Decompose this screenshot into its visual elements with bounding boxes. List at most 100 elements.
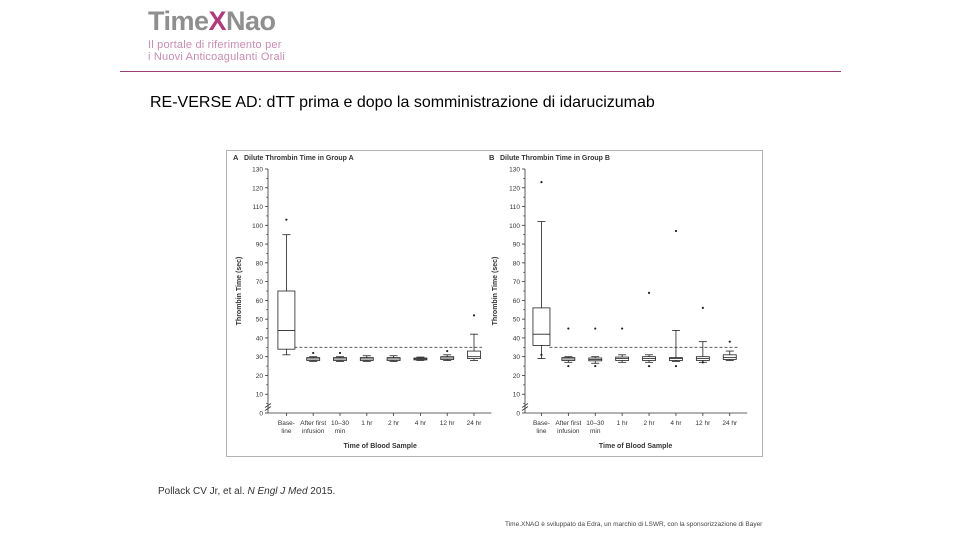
panel-a-y-tick-label: 10 (256, 392, 264, 399)
panel-b-outlier (674, 364, 678, 368)
panel-a-box (277, 290, 296, 350)
panel-a-outlier (472, 314, 476, 317)
panel-a-y-tick-label: 110 (253, 204, 264, 211)
panel-b-x-tick-label: 24 hr (722, 420, 738, 427)
panel-b-outlier (674, 229, 678, 233)
panel-a-axis-break (264, 403, 272, 408)
panel-a-title: Dilute Thrombin Time in Group A (244, 155, 354, 162)
panel-b-x-tick-label: 4 hr (670, 420, 682, 427)
panel-a-x-tick-label: 4 hr (415, 420, 427, 427)
citation: Pollack CV Jr, et al. N Engl J Med 2015. (158, 486, 335, 497)
panel-a-x-tick-label: 12 hr (440, 420, 456, 427)
panel-b-x-tick-label: 10–30 (586, 420, 604, 427)
panel-a-x-tick-label: Base- (278, 420, 295, 427)
panel-a-axis-break (264, 406, 272, 411)
citation-authors: Pollack CV Jr, et al. (158, 486, 248, 497)
panel-b-outlier (728, 340, 731, 343)
panel-b-x-tick-label: min (590, 428, 601, 435)
panel-b-box (669, 357, 683, 361)
panel-a-outlier (312, 351, 315, 355)
panel-b-x-tick-label: 2 hr (643, 420, 655, 427)
panel-b-y-tick-label: 30 (513, 354, 521, 361)
panel-b-outlier (540, 353, 543, 356)
panel-a-x-tick-label: 1 hr (361, 420, 373, 427)
panel-b-outlier (621, 327, 624, 330)
panel-b-outlier (701, 306, 704, 309)
figure-frame: A Dilute Thrombin Time in Group A 0 10 20 30 4… (226, 150, 763, 457)
panel-b-x-tick-label: Base- (533, 420, 550, 427)
timexnao-logo: TimeXNao Il portale di riferimento per i… (148, 6, 308, 66)
panel-a-x-tick-label: 10–30 (331, 420, 349, 427)
panel-b-box (532, 307, 551, 346)
panel-b-x-tick-label: After first (555, 420, 581, 427)
logo-tagline-line2: i Nuovi Anticoagulanti Orali (148, 51, 286, 63)
panel-b-y-tick-label: 50 (513, 317, 521, 324)
panel-a-y-tick-label: 100 (252, 223, 263, 230)
panel-a-y-tick-label: 20 (256, 373, 264, 380)
panel-b-outlier (594, 364, 597, 368)
panel-a-y-tick-label: 130 (252, 167, 263, 174)
panel-b-y-label: Thrombin Time (sec) (492, 257, 499, 326)
citation-journal: N Engl J Med (247, 486, 308, 497)
slide-title: RE-VERSE AD: dTT prima e dopo la sommini… (150, 94, 655, 111)
panel-a-y-tick-label: 40 (256, 335, 264, 342)
panel-b-y-tick-label: 80 (513, 260, 521, 267)
panel-a-y-label: Thrombin Time (sec) (236, 257, 243, 326)
panel-b-y-tick-label: 90 (513, 242, 521, 249)
panel-a-letter: A (233, 153, 239, 162)
logo-brand-time: Time (148, 6, 209, 36)
panel-b-y-tick-label: 120 (509, 185, 520, 192)
panel-a-outlier (338, 351, 342, 355)
panel-b-y-tick-label: 110 (510, 204, 521, 211)
header-divider (120, 71, 841, 72)
panel-b-title: Dilute Thrombin Time in Group B (500, 155, 610, 162)
panel-b-x-tick-label: line (536, 428, 547, 435)
panel-b-outlier (594, 327, 597, 330)
panel-b-outlier (540, 181, 543, 184)
panel-b-y-tick-label: 10 (513, 392, 521, 399)
panel-b-y-tick-label: 20 (513, 373, 521, 380)
panel-b-outlier (567, 327, 570, 330)
panel-a-y-tick-label: 30 (256, 354, 264, 361)
panel-b-y-tick-label: 130 (509, 167, 520, 174)
panel-a-y-tick-label: 70 (256, 279, 264, 286)
panel-b-box (722, 354, 737, 360)
panel-a-outlier (285, 218, 288, 221)
panel-a-x-tick-label: After first (300, 420, 326, 427)
panel-a-x-tick-label: min (335, 428, 346, 435)
panel-b-x-tick-label: infusion (557, 428, 580, 435)
panel-b-x-label: Time of Blood Sample (599, 443, 672, 450)
panel-b-y-tick-label: 100 (509, 223, 520, 230)
panel-b-y-tick-label: 0 (516, 411, 520, 418)
panel-b-x-tick-label: 1 hr (617, 420, 629, 427)
panel-a-y-tick-label: 60 (256, 298, 264, 305)
panel-b-outlier (647, 364, 651, 368)
logo-brand-x: X (208, 6, 227, 36)
panel-a-y-tick-label: 80 (256, 260, 264, 267)
citation-year: 2015. (307, 486, 336, 497)
panel-b-y-tick-label: 70 (513, 279, 521, 286)
panel-a-box (467, 350, 481, 359)
panel-b-letter: B (489, 153, 495, 162)
boxplot-figure: A Dilute Thrombin Time in Group A 0 10 20 30 4… (233, 153, 748, 450)
panel-b-y-tick-label: 60 (513, 298, 521, 305)
panel-a-x-tick-label: infusion (302, 428, 325, 435)
logo-tagline: Il portale di riferimento per i Nuovi An… (148, 39, 308, 63)
panel-b-outlier (567, 364, 570, 368)
panel-b-axis-break (521, 403, 529, 408)
panel-a-x-tick-label: 24 hr (467, 420, 483, 427)
logo-wordmark: TimeXNao (148, 6, 308, 36)
logo-tagline-line1: Il portale di riferimento per (148, 39, 282, 51)
panel-b-outlier (701, 361, 704, 364)
panel-a-x-label: Time of Blood Sample (344, 443, 417, 450)
panel-a-y-tick-label: 90 (256, 242, 264, 249)
logo-brand-nao: Nao (226, 6, 276, 36)
panel-a-y-tick-label: 0 (259, 411, 263, 418)
panel-b-y-tick-label: 40 (513, 335, 521, 342)
panel-a-y-tick-label: 50 (256, 317, 264, 324)
panel-a-x-tick-label: line (281, 428, 292, 435)
panel-b-axis-break (521, 406, 529, 411)
panel-a-outlier (446, 349, 449, 353)
panel-b-x-tick-label: 12 hr (695, 420, 711, 427)
panel-b-outlier (647, 291, 651, 294)
